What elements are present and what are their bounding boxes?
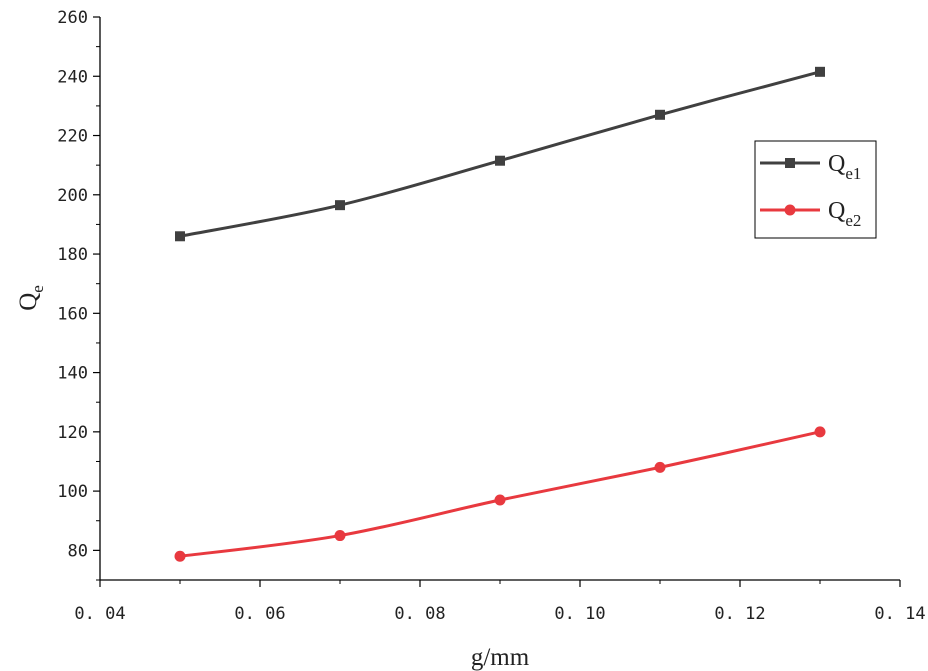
x-axis-title: g/mm bbox=[471, 644, 530, 671]
y-tick-label: 140 bbox=[57, 364, 88, 384]
axes: 80 100 120 140 160 180 200 220 240 260 0. 04 0. 06 0… bbox=[15, 8, 926, 671]
x-tick-label: 0. 04 bbox=[74, 604, 125, 624]
data-point-Qe1 bbox=[175, 231, 185, 242]
data-point-Qe2 bbox=[654, 461, 666, 473]
series-line-Qe1 bbox=[179, 70, 821, 238]
x-tick-label: 0. 12 bbox=[714, 604, 765, 624]
y-tick-label: 120 bbox=[57, 423, 88, 443]
data-point-Qe2 bbox=[494, 494, 506, 506]
series-Qe2 bbox=[174, 426, 826, 562]
series-Qe1 bbox=[175, 66, 825, 242]
legend-marker-Qe2 bbox=[784, 204, 796, 216]
y-tick-label: 260 bbox=[57, 8, 88, 28]
x-tick-label: 0. 06 bbox=[234, 604, 285, 624]
series-line-Qe2 bbox=[179, 430, 821, 558]
y-tick-label: 160 bbox=[57, 304, 88, 324]
data-point-Qe2 bbox=[814, 426, 826, 438]
y-tick-label: 80 bbox=[68, 541, 88, 561]
data-point-Qe2 bbox=[334, 530, 346, 542]
data-point-Qe1 bbox=[815, 66, 825, 77]
data-point-Qe1 bbox=[495, 155, 505, 166]
x-tick-label: 0. 10 bbox=[554, 604, 605, 624]
series-layer bbox=[174, 66, 826, 562]
legend-marker-Qe1 bbox=[785, 158, 795, 168]
y-tick-label: 220 bbox=[57, 127, 88, 147]
legend-box bbox=[754, 140, 877, 239]
x-tick-label: 0. 14 bbox=[874, 604, 925, 624]
y-tick-label: 200 bbox=[57, 186, 88, 206]
y-tick-label: 100 bbox=[57, 482, 88, 502]
x-tick-label: 0. 08 bbox=[394, 604, 445, 624]
y-tick-label: 180 bbox=[57, 245, 88, 265]
legend-label-Qe1: Qe1 bbox=[828, 151, 861, 183]
data-point-Qe2 bbox=[174, 550, 186, 562]
data-point-Qe1 bbox=[335, 200, 345, 211]
data-point-Qe1 bbox=[655, 109, 665, 120]
y-axis-title: Qe bbox=[15, 285, 47, 311]
y-tick-label: 240 bbox=[57, 67, 88, 87]
legend-label-Qe2: Qe2 bbox=[828, 198, 861, 230]
